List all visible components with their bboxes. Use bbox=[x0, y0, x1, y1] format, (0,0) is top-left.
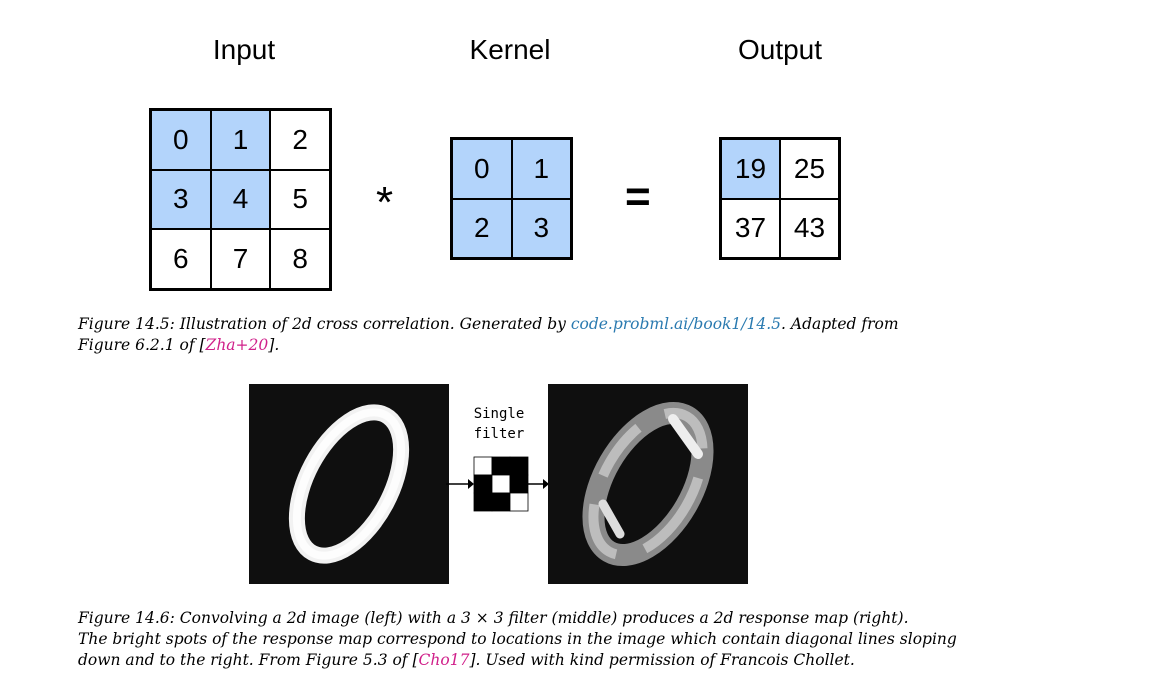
filter-cell bbox=[491, 492, 511, 512]
kernel-matrix-cell: 2 bbox=[452, 198, 512, 258]
kernel-matrix-cell: 3 bbox=[511, 198, 571, 258]
filter-label: Single filter bbox=[473, 406, 525, 442]
filter-diagram bbox=[446, 454, 550, 519]
filter-cell bbox=[509, 492, 529, 512]
input-matrix-cell: 6 bbox=[151, 229, 211, 289]
filter-cell bbox=[473, 474, 493, 494]
convolution-operator: * bbox=[376, 178, 394, 227]
filter-cell bbox=[509, 474, 529, 494]
code-link[interactable]: code.probml.ai/book1/14.5 bbox=[570, 315, 782, 333]
output-matrix-cell: 43 bbox=[780, 198, 839, 258]
input-digit-image bbox=[249, 384, 449, 589]
input-matrix-cell: 7 bbox=[210, 229, 271, 289]
input-title: Input bbox=[212, 34, 276, 65]
filter-cell bbox=[473, 456, 493, 476]
input-matrix-cell: 1 bbox=[210, 110, 271, 170]
input-matrix-cell: 8 bbox=[270, 229, 330, 289]
input-matrix-cell: 2 bbox=[270, 110, 330, 170]
input-matrix-cell: 4 bbox=[210, 169, 271, 230]
input-matrix-cell: 3 bbox=[151, 169, 211, 230]
input-matrix-cell: 5 bbox=[270, 169, 330, 230]
output-matrix-cell: 25 bbox=[780, 139, 839, 199]
equals-sign: = bbox=[625, 172, 651, 221]
filter-cell bbox=[491, 456, 511, 476]
output-matrix-cell: 19 bbox=[721, 139, 780, 199]
input-matrix-cell: 0 bbox=[151, 110, 211, 170]
kernel-title: Kernel bbox=[469, 34, 551, 65]
filter-cell bbox=[509, 456, 529, 476]
output-title: Output bbox=[737, 34, 823, 65]
figure-14-5-caption: Figure 14.5: Illustration of 2d cross co… bbox=[78, 315, 899, 354]
response-map-image bbox=[548, 384, 748, 589]
filter-cell bbox=[473, 492, 493, 512]
output-matrix: 19 25 37 43 bbox=[719, 137, 841, 260]
kernel-matrix-cell: 1 bbox=[511, 139, 571, 199]
citation-link-zha20[interactable]: Zha+20 bbox=[205, 336, 269, 354]
output-matrix-cell: 37 bbox=[721, 198, 780, 258]
filter-cell bbox=[491, 474, 511, 494]
figure-14-6-caption: Figure 14.6: Convolving a 2d image (left… bbox=[78, 609, 957, 669]
citation-link-cho17[interactable]: Cho17 bbox=[418, 651, 470, 669]
kernel-matrix-cell: 0 bbox=[452, 139, 512, 199]
